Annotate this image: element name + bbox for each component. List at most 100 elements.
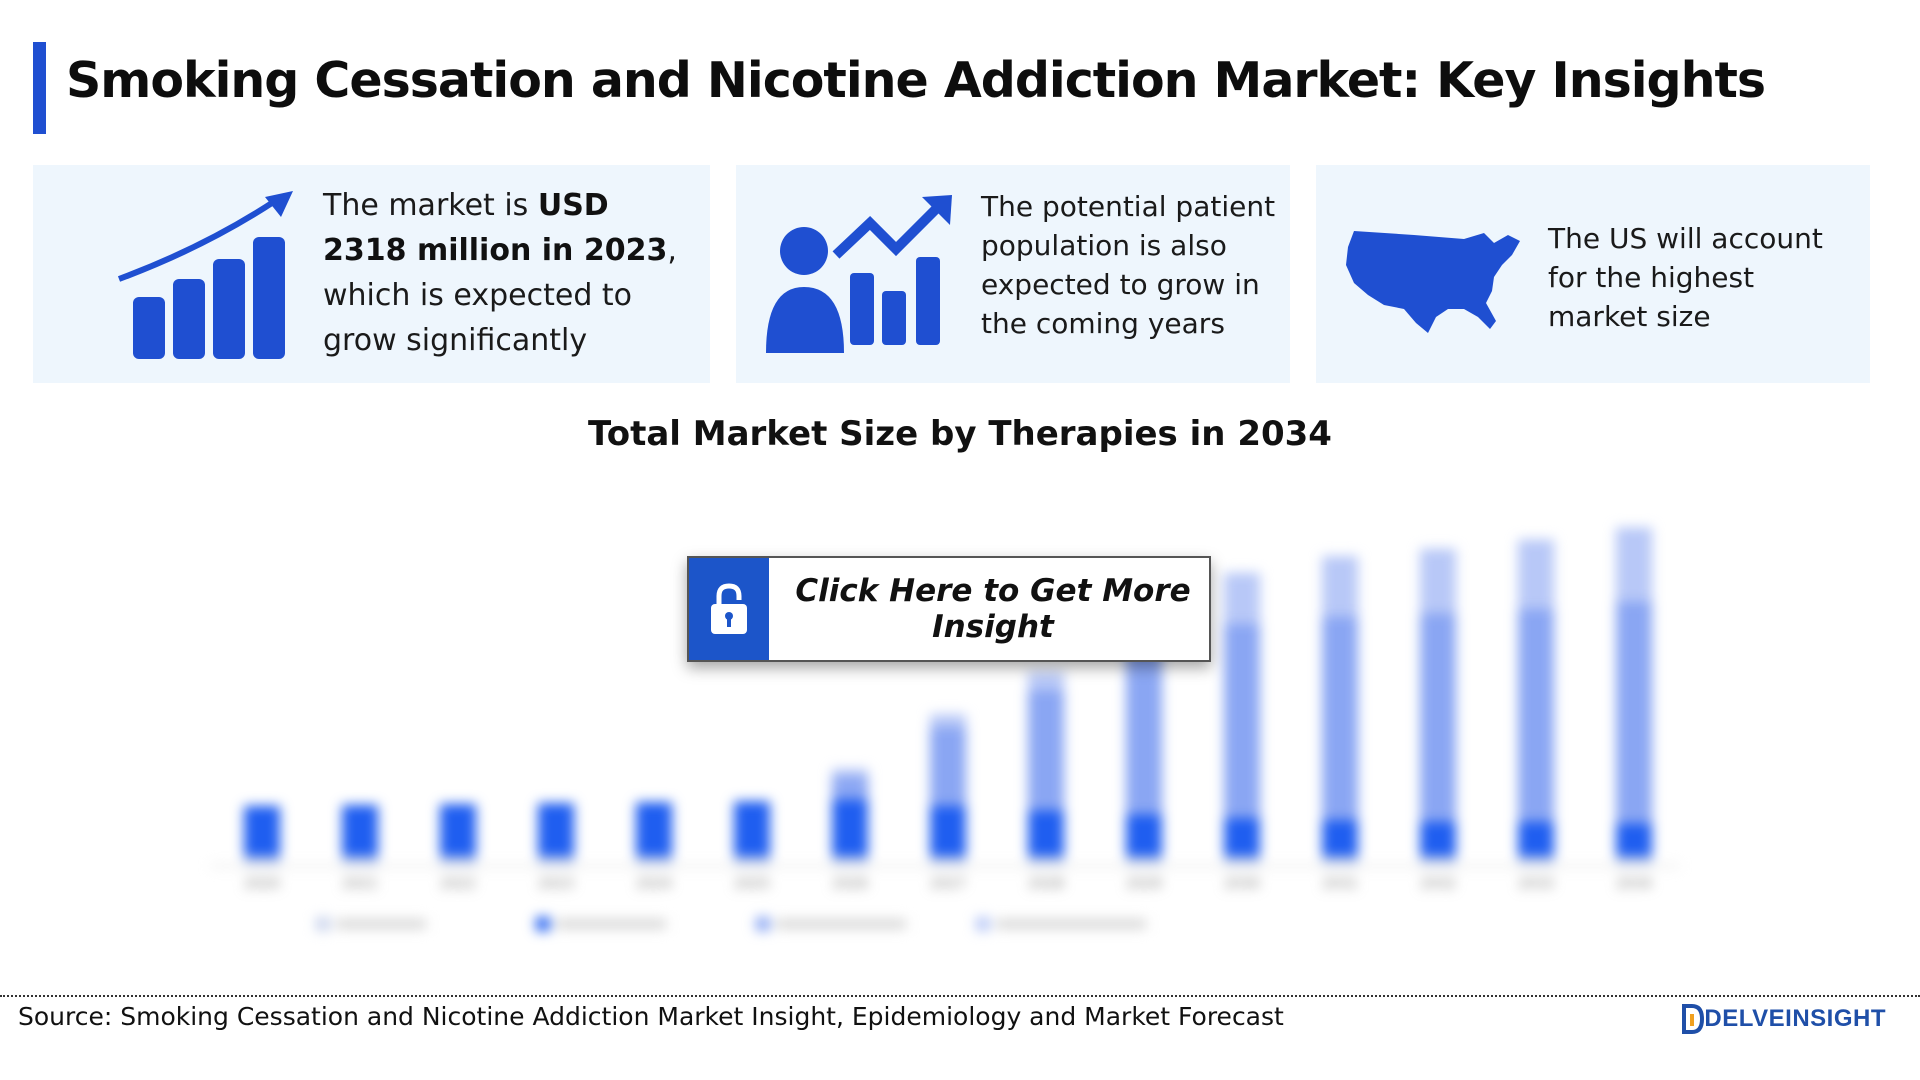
logo-mark-icon [1682,1004,1705,1034]
x-tick-label: 2031 [1322,876,1358,892]
x-tick-label: 2034 [1616,876,1652,892]
card-1-line-1: The market is USD [323,188,609,223]
bar-2027-s3 [930,714,966,728]
bar-2032-s1 [1420,821,1456,857]
x-tick-label: 2024 [636,876,672,892]
bar-2029-s2 [1126,643,1162,815]
bar-2030-s0 [1224,856,1260,866]
x-tick-label: 2033 [1518,876,1554,892]
source-text: Source: Smoking Cessation and Nicotine A… [18,1002,1284,1031]
x-tick-label: 2028 [1028,876,1064,892]
card-2-line-4: the coming years [981,307,1225,340]
bar-2031-s0 [1322,856,1358,866]
bar-2027-s0 [930,856,966,866]
bar-2022-s0 [440,856,476,866]
legend-label-placeholder [996,919,1146,929]
bar-2024-s0 [636,856,672,866]
title-accent-bar [33,42,46,134]
bar-2024-s1 [636,802,672,857]
bar-2029-s0 [1126,856,1162,866]
legend-label-placeholder [556,919,666,929]
bar-2033-s3 [1518,539,1554,609]
lock-icon-box [689,558,769,660]
bar-2031-s2 [1322,616,1358,820]
delveinsight-logo: DELVEINSIGHT [1682,1004,1886,1034]
legend-swatch [536,917,550,931]
x-tick-label: 2027 [930,876,966,892]
x-tick-label: 2021 [342,876,378,892]
card-1-text: The market is USD 2318 million in 2023, … [323,183,677,363]
legend-label-placeholder [776,919,906,929]
logo-text: DELVEINSIGHT [1704,1005,1886,1032]
card-2-text: The potential patient population is also… [981,187,1275,343]
card-2-line-2: population is also [981,229,1227,262]
bar-2021-s0 [342,856,378,866]
footer-divider [0,995,1920,997]
bar-2028-s1 [1028,810,1064,857]
card-3-line-3: market size [1548,300,1711,333]
bar-2031-s3 [1322,556,1358,617]
us-map-icon [1346,231,1520,333]
chart-title: Total Market Size by Therapies in 2034 [588,414,1332,454]
card-2-line-1: The potential patient [981,190,1276,223]
bar-2034-s0 [1616,856,1652,866]
growth-chart-icon [117,191,293,359]
insight-card-market: The market is USD 2318 million in 2023, … [33,165,710,383]
bar-2026-s1 [832,799,868,857]
legend-swatch [976,917,990,931]
bar-2026-s2 [832,776,868,800]
bar-2033-s2 [1518,608,1554,822]
x-tick-label: 2023 [538,876,574,892]
bar-2032-s3 [1420,548,1456,614]
x-tick-label: 2026 [832,876,868,892]
bar-2022-s1 [440,804,476,857]
card-2-line-3: expected to grow in [981,268,1260,301]
bar-2032-s2 [1420,613,1456,822]
x-tick-label: 2020 [244,876,280,892]
card-3-line-2: for the highest [1548,261,1755,294]
legend-swatch [316,917,330,931]
bar-2026-s0 [832,856,868,866]
bar-2028-s3 [1028,671,1064,691]
legend-label-placeholder [336,919,426,929]
bar-2033-s1 [1518,821,1554,857]
more-insight-button[interactable]: Click Here to Get More Insight [687,556,1211,662]
x-tick-label: 2022 [440,876,476,892]
bar-2034-s1 [1616,823,1652,857]
card-1-line-4: grow significantly [323,323,588,358]
bar-2026-s3 [832,768,868,777]
legend-swatch [756,917,770,931]
bar-2030-s1 [1224,817,1260,857]
bar-2020-s0 [244,856,280,866]
card-1-line-2: 2318 million in 2023, [323,233,677,268]
bar-2032-s0 [1420,856,1456,866]
card-3-text: The US will account for the highest mark… [1548,219,1823,336]
card-3-line-1: The US will account [1548,222,1823,255]
patient-growth-icon [766,195,952,353]
bar-2033-s0 [1518,856,1554,866]
bar-2030-s3 [1224,572,1260,624]
insight-card-patients: The potential patient population is also… [736,165,1290,383]
page-title: Smoking Cessation and Nicotine Addiction… [66,52,1766,109]
x-tick-label: 2025 [734,876,770,892]
bar-2034-s3 [1616,527,1652,602]
cta-label: Click Here to Get More Insight [795,573,1191,645]
bar-2029-s1 [1126,814,1162,857]
bar-2030-s2 [1224,623,1260,818]
bar-2023-s0 [538,856,574,866]
x-tick-label: 2029 [1126,876,1162,892]
card-1-line-3: which is expected to [323,278,633,313]
bar-2034-s2 [1616,601,1652,824]
x-tick-label: 2030 [1224,876,1260,892]
x-tick-label: 2032 [1420,876,1456,892]
bar-2027-s2 [930,727,966,806]
bar-2027-s1 [930,805,966,857]
bar-2028-s0 [1028,856,1064,866]
bar-2025-s0 [734,856,770,866]
bar-2025-s1 [734,801,770,857]
bar-2023-s1 [538,803,574,857]
lock-icon [711,583,747,634]
insight-card-us: The US will account for the highest mark… [1316,165,1870,383]
bar-2020-s1 [244,805,280,857]
